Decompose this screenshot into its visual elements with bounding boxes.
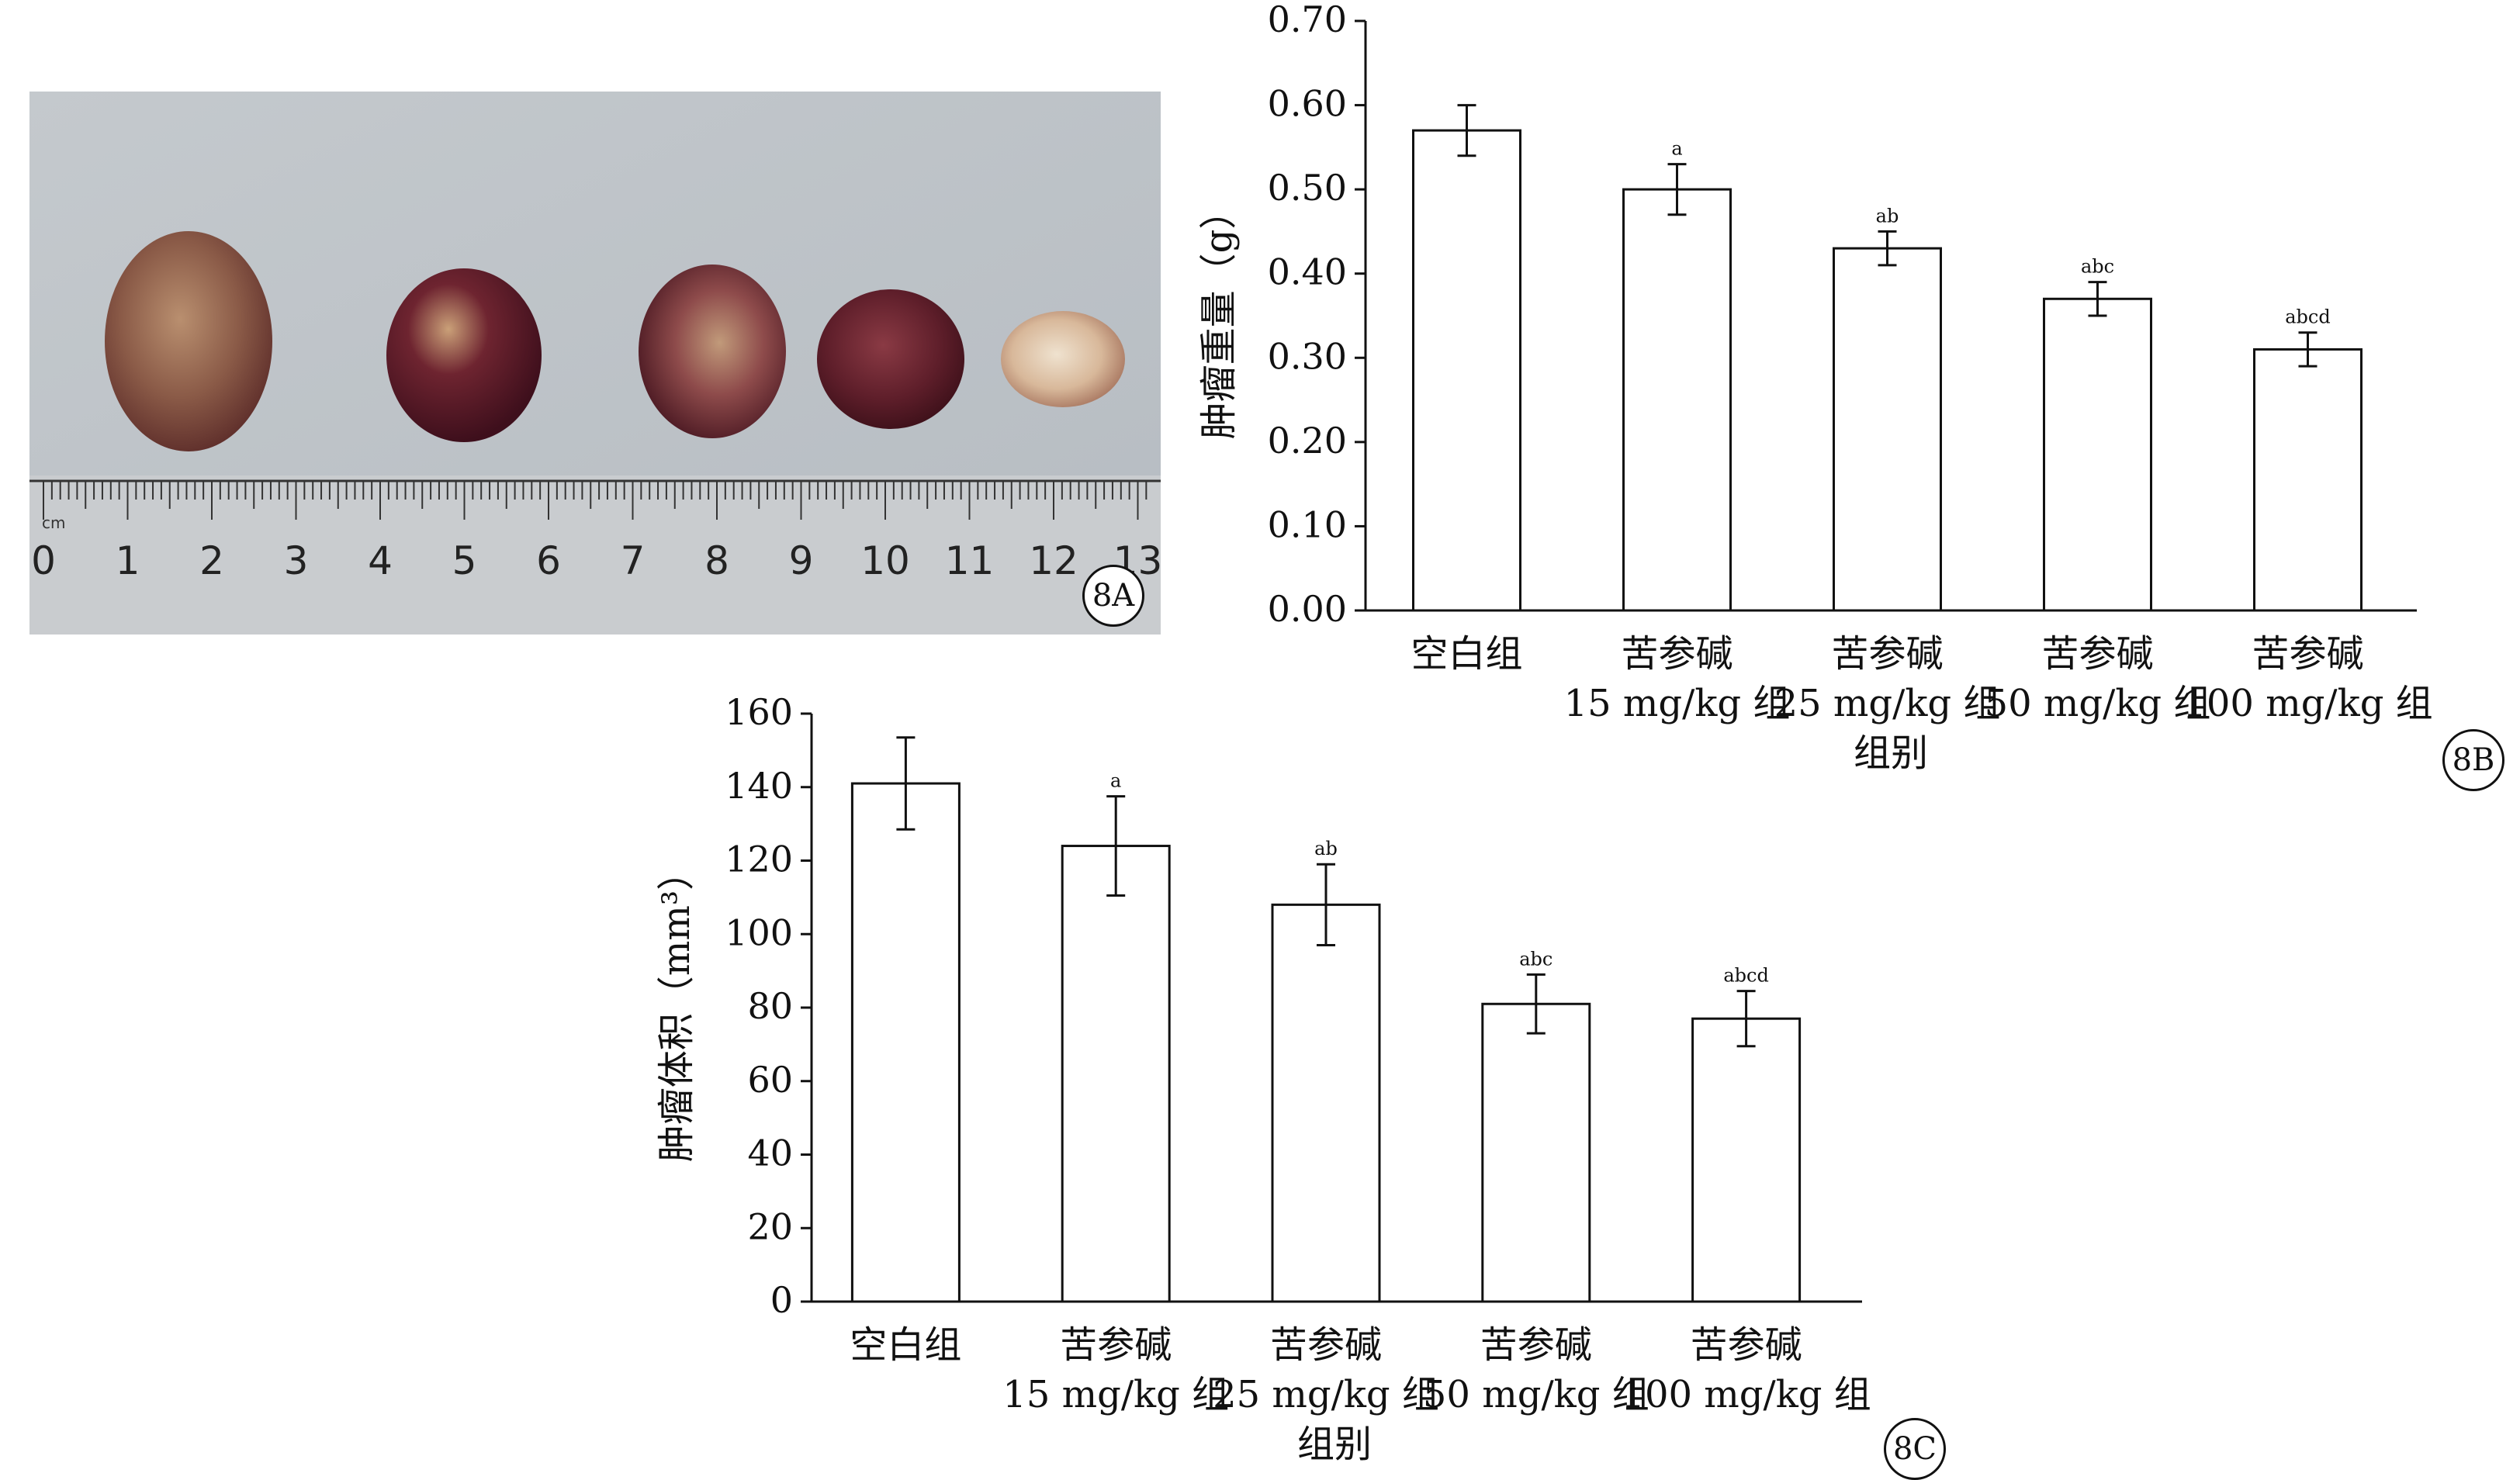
bar [2043,297,2152,612]
tumor-specimen-2 [386,268,542,442]
x-tick-label: 苦参碱 [2252,632,2363,676]
y-tick-label: 0.50 [1268,167,1347,209]
x-tick-label-line2: 100 mg/kg 组 [2182,682,2432,725]
y-tick-label: 0.10 [1268,503,1347,545]
ruler-number: 4 [368,538,393,583]
ruler-number: 7 [621,538,646,583]
y-tick-label: 60 [747,1059,793,1101]
panel-label-8b: 8B [2442,729,2504,791]
ruler-number: 12 [1029,538,1078,583]
tumor-specimen-4 [817,289,964,429]
y-tick-label: 80 [747,985,793,1027]
significance-label: abc [1519,948,1552,970]
ruler-number: 1 [116,538,140,583]
x-tick-label: 空白组 [1411,632,1522,676]
y-tick-label: 0.40 [1268,251,1347,293]
x-tick-label: 苦参碱 [1480,1323,1592,1367]
x-tick-label-line2: 50 mg/kg 组 [1985,682,2211,725]
significance-label: ab [1876,205,1899,226]
x-tick-label-line2: 15 mg/kg 组 [1564,682,1791,725]
x-axis-title: 组别 [1297,1423,1372,1466]
x-tick-label: 苦参碱 [1831,632,1943,676]
x-tick-label: 苦参碱 [1621,632,1732,676]
y-tick-label: 20 [747,1205,793,1247]
bar [1412,129,1521,612]
ruler-numbers: 0 1 2 3 4 5 6 7 8 9 10 11 12 13 [31,538,1161,583]
y-axis-title: 肿瘤重量（g） [1197,192,1241,440]
panel-label-8c-text: 8C [1892,1431,1937,1467]
significance-label: ab [1314,838,1338,859]
bar [1271,903,1381,1303]
ruler-number: 5 [452,538,477,583]
y-tick-label: 0.60 [1268,83,1347,125]
chart-8b: 0.00 0.10 0.20 0.30 0.40 0.50 0.60 0.70 空白组 a 苦参碱 1… [1197,0,2433,775]
y-tick-label: 0 [770,1279,793,1321]
y-tick-label: 0.30 [1268,335,1347,377]
y-tick-label: 140 [725,765,793,807]
x-tick-label: 苦参碱 [1691,1323,1802,1367]
y-tick-label: 0.70 [1268,0,1347,40]
x-tick-label-line2: 50 mg/kg 组 [1423,1373,1649,1416]
bar [2253,348,2362,612]
ruler-number: 8 [704,538,729,583]
x-tick-label: 空白组 [850,1323,961,1367]
x-tick-label: 苦参碱 [1270,1323,1382,1367]
significance-label: abcd [1723,965,1768,987]
bar [1481,1002,1591,1303]
ruler-number: 11 [945,538,995,583]
tumor-photo-panel: cm 0 1 2 3 4 5 6 7 8 9 10 11 12 13 [29,92,1161,635]
x-axis-title: 组别 [1854,731,1928,775]
significance-label: abcd [2285,306,2330,328]
x-tick-label-line2: 25 mg/kg 组 [1774,682,2001,725]
ruler-number: 2 [199,538,224,583]
ruler-number: 3 [284,538,309,583]
ruler-unit-label: cm [42,514,65,532]
panel-label-8b-text: 8B [2452,742,2495,778]
x-tick-label-line2: 25 mg/kg 组 [1213,1373,1439,1416]
bar [1622,188,1732,612]
ruler-number: 6 [536,538,561,583]
ruler-ticks [43,481,1148,520]
tumor-specimen-5 [1001,311,1125,407]
x-tick-label: 苦参碱 [1060,1323,1172,1367]
bar [1061,845,1171,1303]
y-tick-label: 100 [725,911,793,953]
y-tick-label: 0.20 [1268,420,1347,462]
y-tick-label: 40 [747,1132,793,1174]
x-tick-label: 苦参碱 [2041,632,2153,676]
ruler-number: 10 [860,538,910,583]
y-tick-label: 120 [725,839,793,880]
ruler-number: 0 [31,538,56,583]
bar [1691,1017,1802,1303]
bar [1833,247,1942,612]
y-tick-label: 160 [725,691,793,733]
panel-label-8a: 8A [1082,565,1144,627]
tumor-specimen-3 [639,265,786,438]
bar [850,782,961,1303]
chart-8c: 0 20 40 60 80 100 120 140 160 空白组 a 苦参碱 15 mg/kg 组 ab… [655,691,1871,1466]
tumor-specimen-1 [105,231,272,451]
significance-label: a [1110,770,1121,792]
significance-label: abc [2081,256,2114,278]
y-tick-label: 0.00 [1268,588,1347,630]
y-axis-title: 肿瘤体积（mm³） [655,853,698,1162]
x-tick-label-line2: 15 mg/kg 组 [1002,1373,1229,1416]
significance-label: a [1671,138,1682,160]
x-tick-label-line2: 100 mg/kg 组 [1621,1373,1871,1416]
panel-label-8c: 8C [1884,1418,1946,1480]
ruler-number: 9 [789,538,814,583]
tumor-photo: cm 0 1 2 3 4 5 6 7 8 9 10 11 12 13 [29,92,1161,635]
